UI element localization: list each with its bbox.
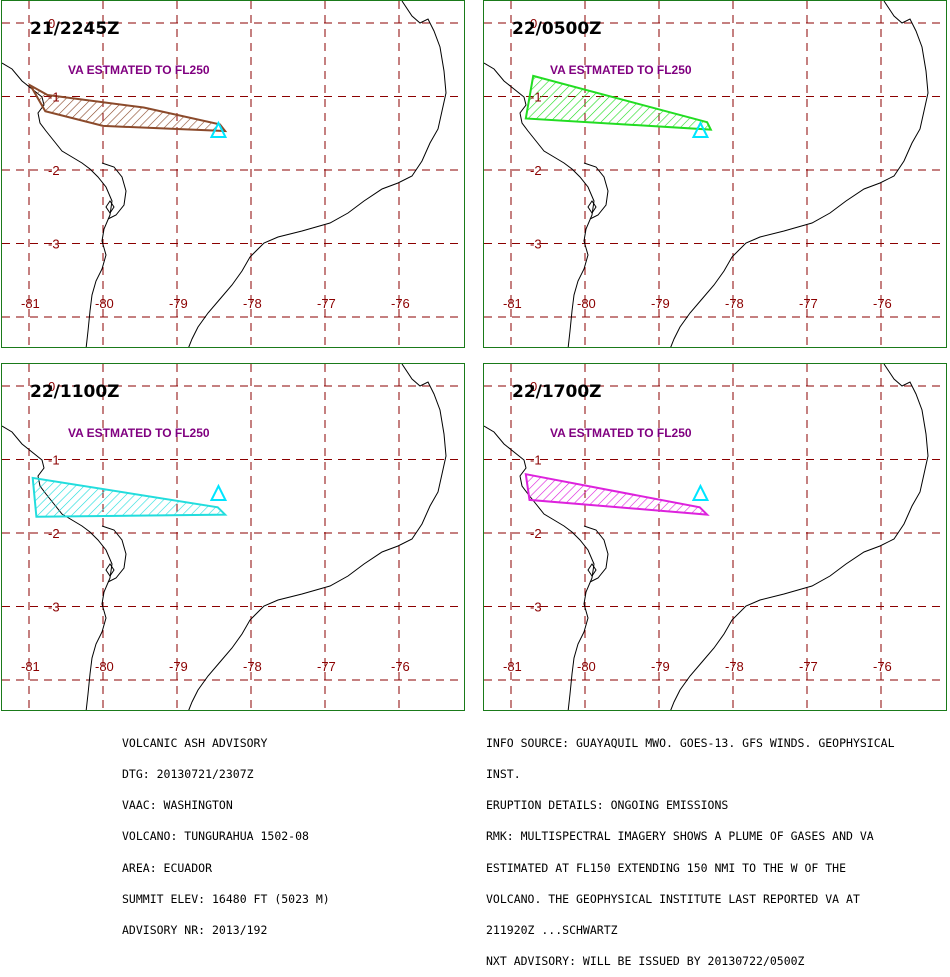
lon-tick-label: -77 xyxy=(799,296,818,311)
va-estimate-label: VA ESTMATED TO FL250 xyxy=(550,63,692,77)
remarks-cont-1: ESTIMATED AT FL150 EXTENDING 150 NMI TO … xyxy=(486,860,847,875)
panel-time: 22/1700Z xyxy=(512,382,602,402)
map-panel-2: -81 -80 -79 -78 -77 -76 0 -1 -2 -3 22/0500Z VA ES… xyxy=(483,0,947,348)
lat-lon-grid xyxy=(484,364,946,710)
next-advisory: NXT ADVISORY: WILL BE ISSUED BY 20130722… xyxy=(486,954,805,969)
va-estimate-label: VA ESTMATED TO FL250 xyxy=(68,426,210,440)
coastline xyxy=(2,1,447,347)
va-estimate-label: VA ESTMATED TO FL250 xyxy=(550,426,692,440)
lon-tick-label: -80 xyxy=(577,659,596,674)
lon-tick-label: -80 xyxy=(95,296,114,311)
remarks-cont-3: 211920Z ...SCHWARTZ xyxy=(486,923,618,938)
lon-tick-label: -76 xyxy=(391,296,410,311)
lon-tick-label: -78 xyxy=(243,659,262,674)
lat-tick-label: -2 xyxy=(530,526,542,541)
lon-tick-label: -78 xyxy=(243,296,262,311)
map-canvas: -81 -80 -79 -78 -77 -76 0 -1 -2 -3 xyxy=(2,1,464,347)
map-canvas: -81 -80 -79 -78 -77 -76 0 -1 -2 -3 xyxy=(2,364,464,710)
lat-tick-label: -3 xyxy=(48,600,60,615)
remarks: RMK: MULTISPECTRAL IMAGERY SHOWS A PLUME… xyxy=(486,829,874,844)
remarks-cont-2: VOLCANO. THE GEOPHYSICAL INSTITUTE LAST … xyxy=(486,891,860,906)
panel-time: 22/1100Z xyxy=(30,382,120,402)
volcano-triangle-icon xyxy=(691,483,710,502)
info-source-cont: INST. xyxy=(486,767,521,782)
coastline xyxy=(484,364,929,710)
lon-tick-label: -79 xyxy=(169,659,188,674)
advisory-vaac: VAAC: WASHINGTON xyxy=(122,798,233,813)
panel-time: 22/0500Z xyxy=(512,19,602,39)
coastline xyxy=(484,1,929,347)
advisory-summit-elev: SUMMIT ELEV: 16480 FT (5023 M) xyxy=(122,891,330,906)
lon-tick-label: -80 xyxy=(95,659,114,674)
lon-tick-label: -77 xyxy=(317,296,336,311)
lon-tick-label: -81 xyxy=(21,296,40,311)
advisory-volcano: VOLCANO: TUNGURAHUA 1502-08 xyxy=(122,829,309,844)
lat-tick-label: -3 xyxy=(48,237,60,252)
volcano-triangle-icon xyxy=(209,483,228,502)
lat-lon-grid xyxy=(2,1,464,347)
lat-tick-label: -2 xyxy=(530,163,542,178)
lat-tick-label: 0 xyxy=(530,16,537,31)
info-source: INFO SOURCE: GUAYAQUIL MWO. GOES-13. GFS… xyxy=(486,735,895,750)
volcano-triangle-icon xyxy=(209,120,228,139)
lat-lon-grid xyxy=(2,364,464,710)
eruption-details: ERUPTION DETAILS: ONGOING EMISSIONS xyxy=(486,798,729,813)
advisory-dtg: DTG: 20130721/2307Z xyxy=(122,767,254,782)
lat-tick-label: -3 xyxy=(530,237,542,252)
lon-tick-label: -80 xyxy=(577,296,596,311)
lat-tick-label: 0 xyxy=(530,379,537,394)
lon-tick-label: -81 xyxy=(503,659,522,674)
ash-cloud-polygon xyxy=(31,476,228,518)
lon-tick-label: -78 xyxy=(725,659,744,674)
map-canvas: -81 -80 -79 -78 -77 -76 0 -1 -2 -3 xyxy=(484,1,946,347)
panel-time: 21/2245Z xyxy=(30,19,120,39)
map-panel-3: -81 -80 -79 -78 -77 -76 0 -1 -2 -3 22/1100Z VA ES… xyxy=(1,363,465,711)
lat-tick-label: -1 xyxy=(48,90,60,105)
coastline xyxy=(2,364,447,710)
lat-tick-label: 0 xyxy=(48,379,55,394)
lat-tick-label: 0 xyxy=(48,16,55,31)
va-estimate-label: VA ESTMATED TO FL250 xyxy=(68,63,210,77)
lon-tick-label: -76 xyxy=(873,659,892,674)
lon-tick-label: -79 xyxy=(651,659,670,674)
lon-tick-label: -79 xyxy=(651,296,670,311)
map-panel-4: -81 -80 -79 -78 -77 -76 0 -1 -2 -3 22/1700Z VA ES… xyxy=(483,363,947,711)
ash-cloud-polygon xyxy=(524,74,713,131)
map-canvas: -81 -80 -79 -78 -77 -76 0 -1 -2 -3 xyxy=(484,364,946,710)
lat-tick-label: -2 xyxy=(48,163,60,178)
lat-tick-label: -1 xyxy=(530,453,542,468)
lon-tick-label: -81 xyxy=(503,296,522,311)
advisory-right-block: INFO SOURCE: GUAYAQUIL MWO. GOES-13. GFS… xyxy=(486,717,895,977)
advisory-number: ADVISORY NR: 2013/192 xyxy=(122,923,268,938)
lon-tick-label: -76 xyxy=(873,296,892,311)
advisory-left-block: VOLCANIC ASH ADVISORY DTG: 20130721/2307… xyxy=(122,717,330,946)
ash-cloud-polygon xyxy=(27,82,228,133)
advisory-title: VOLCANIC ASH ADVISORY xyxy=(122,735,268,750)
lon-tick-label: -77 xyxy=(317,659,336,674)
lon-tick-label: -81 xyxy=(21,659,40,674)
lon-tick-label: -77 xyxy=(799,659,818,674)
lon-tick-label: -76 xyxy=(391,659,410,674)
lat-tick-label: -1 xyxy=(48,453,60,468)
ash-cloud-polygon xyxy=(524,472,710,516)
lon-tick-label: -78 xyxy=(725,296,744,311)
lat-tick-label: -3 xyxy=(530,600,542,615)
advisory-area: AREA: ECUADOR xyxy=(122,860,213,875)
lon-tick-label: -79 xyxy=(169,296,188,311)
map-panel-1: -81 -80 -79 -78 -77 -76 0 -1 -2 -3 21/2245Z VA ES… xyxy=(1,0,465,348)
lat-tick-label: -2 xyxy=(48,526,60,541)
volcano-triangle-icon xyxy=(691,120,710,139)
lat-tick-label: -1 xyxy=(530,90,542,105)
